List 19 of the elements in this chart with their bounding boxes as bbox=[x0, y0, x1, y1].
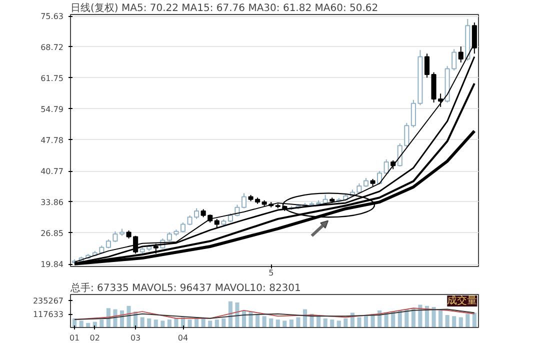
x-tick-label: 03 bbox=[130, 334, 141, 342]
y-tick-label: 40.77 bbox=[40, 167, 64, 176]
y-tick-label: 47.78 bbox=[40, 136, 64, 145]
y-tick-label: 26.85 bbox=[40, 228, 64, 238]
y-tick-label: 117633 bbox=[32, 310, 64, 320]
y-tick-label: 54.79 bbox=[40, 104, 64, 114]
x-tick-label: 02 bbox=[90, 334, 100, 342]
y-tick-label: 235267 bbox=[32, 296, 64, 306]
x-tick-label: 01 bbox=[69, 334, 80, 342]
x-tick-label: 5 bbox=[268, 268, 274, 278]
y-tick-label: 19.84 bbox=[40, 260, 64, 270]
y-tick-label: 61.75 bbox=[40, 74, 64, 83]
chart-title: 总手: 67335 MAVOL5: 96437 MAVOL10: 82301 bbox=[70, 282, 301, 294]
y-tick-label: 68.72 bbox=[40, 42, 64, 52]
y-tick-label: 75.63 bbox=[40, 12, 64, 22]
annotation: 成交量 bbox=[447, 294, 478, 306]
x-tick-label: 04 bbox=[178, 334, 188, 342]
chart-title: 日线(复权) MA5: 70.22 MA15: 67.76 MA30: 61.82 MA60: 50.62 bbox=[70, 2, 378, 14]
y-tick-label: 33.86 bbox=[40, 198, 64, 207]
